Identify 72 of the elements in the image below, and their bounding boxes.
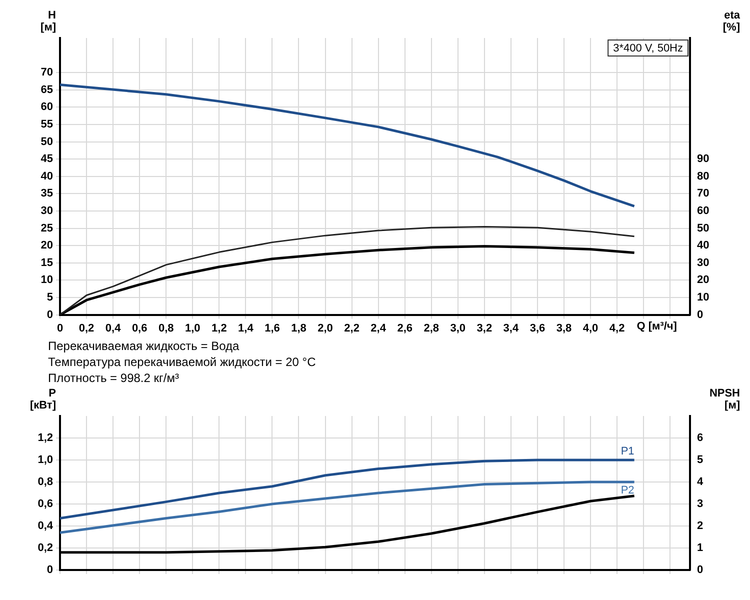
y2-axis-title: eta [%] (722, 10, 741, 34)
y2-tick-label: 5 (697, 454, 704, 466)
x-tick-label: 0,8 (158, 322, 174, 334)
x-tick-label: 1,6 (264, 322, 280, 334)
y-tick-label: 0,4 (38, 520, 54, 532)
y-axis-title: P [кВт] (30, 388, 56, 412)
y-tick-label: 70 (40, 66, 53, 79)
x-tick-label: 0,2 (78, 322, 94, 334)
y2-tick-label: 3 (697, 498, 704, 510)
y-tick-label: 65 (40, 84, 53, 96)
y2-tick-label: 0 (697, 308, 704, 321)
x-tick-label: 0,4 (105, 322, 122, 334)
y-tick-label: 0,2 (38, 542, 53, 554)
annotation: 3*400 V, 50Hz (613, 42, 684, 55)
y2-tick-label: 60 (697, 205, 710, 218)
x-tick-label: 1,2 (212, 322, 227, 334)
y-tick-label: 20 (40, 240, 53, 252)
x-tick-label: 0,6 (132, 322, 148, 334)
text: Перекачиваемая жидкость = Вода (48, 338, 240, 354)
x-tick-label: 3,4 (503, 322, 520, 334)
x-tick-label: 2,6 (397, 322, 412, 334)
y-tick-label: 50 (40, 136, 53, 148)
y-tick-label: 15 (40, 256, 53, 269)
y-tick-label: 40 (40, 170, 53, 182)
y-tick-label: 0 (46, 564, 53, 576)
x-tick-label: 2,4 (370, 322, 387, 334)
x-tick-label: 2,0 (318, 322, 333, 334)
y2-tick-label: 4 (697, 476, 704, 488)
series-label: P2 (620, 484, 634, 497)
y-tick-label: 35 (40, 188, 53, 200)
y-tick-label: 1,0 (38, 454, 53, 466)
x-tick-label: 2,8 (424, 322, 440, 334)
x-tick-label: 3,8 (556, 322, 572, 334)
y-tick-label: 0,8 (38, 476, 53, 488)
y2-axis-title: NPSH [м] (709, 388, 740, 412)
x-tick-label: 3,0 (450, 322, 466, 334)
x-tick-label: 1,8 (291, 322, 306, 334)
y2-tick-label: 30 (697, 256, 710, 269)
y2-tick-label: 20 (697, 274, 710, 286)
x-tick-label: 3,6 (530, 322, 546, 334)
y-tick-label: 60 (40, 101, 53, 114)
y-tick-label: 10 (40, 274, 53, 286)
series-label: P1 (620, 446, 634, 458)
y2-tick-label: 80 (697, 170, 710, 182)
x-tick-label: 4,2 (609, 322, 625, 334)
y2-tick-label: 70 (697, 188, 710, 200)
y2-tick-label: 10 (697, 292, 710, 304)
y2-tick-label: 2 (697, 520, 704, 532)
y-tick-label: 5 (46, 292, 53, 304)
x-tick-label: 4,0 (582, 322, 598, 334)
x-tick-label: 0 (56, 322, 64, 334)
y-tick-label: 0,6 (38, 498, 53, 510)
y2-tick-label: 6 (697, 432, 704, 444)
x-tick-label: 1,0 (184, 322, 200, 334)
text: Плотность = 998.2 кг/м³ (48, 370, 180, 386)
y2-tick-label: 50 (697, 222, 710, 234)
y-tick-label: 1,2 (38, 432, 53, 444)
x-axis-title: Q [м³/ч] (636, 320, 678, 332)
y-tick-label: 30 (40, 205, 53, 218)
y2-tick-label: 1 (697, 542, 704, 554)
y-tick-label: 55 (40, 118, 53, 131)
y-axis-title: H [м] (40, 10, 56, 34)
y-tick-label: 45 (40, 153, 53, 166)
y2-tick-label: 90 (697, 153, 710, 166)
y2-tick-label: 0 (697, 564, 704, 576)
x-tick-label: 1,4 (238, 322, 254, 334)
y-tick-label: 25 (40, 222, 53, 234)
x-tick-label: 3,2 (476, 322, 492, 334)
x-tick-label: 2,2 (344, 322, 360, 334)
y-tick-label: 0 (46, 308, 53, 321)
text: Температура перекачиваемой жидкости = 20 °C (48, 354, 317, 370)
y2-tick-label: 40 (697, 240, 710, 252)
